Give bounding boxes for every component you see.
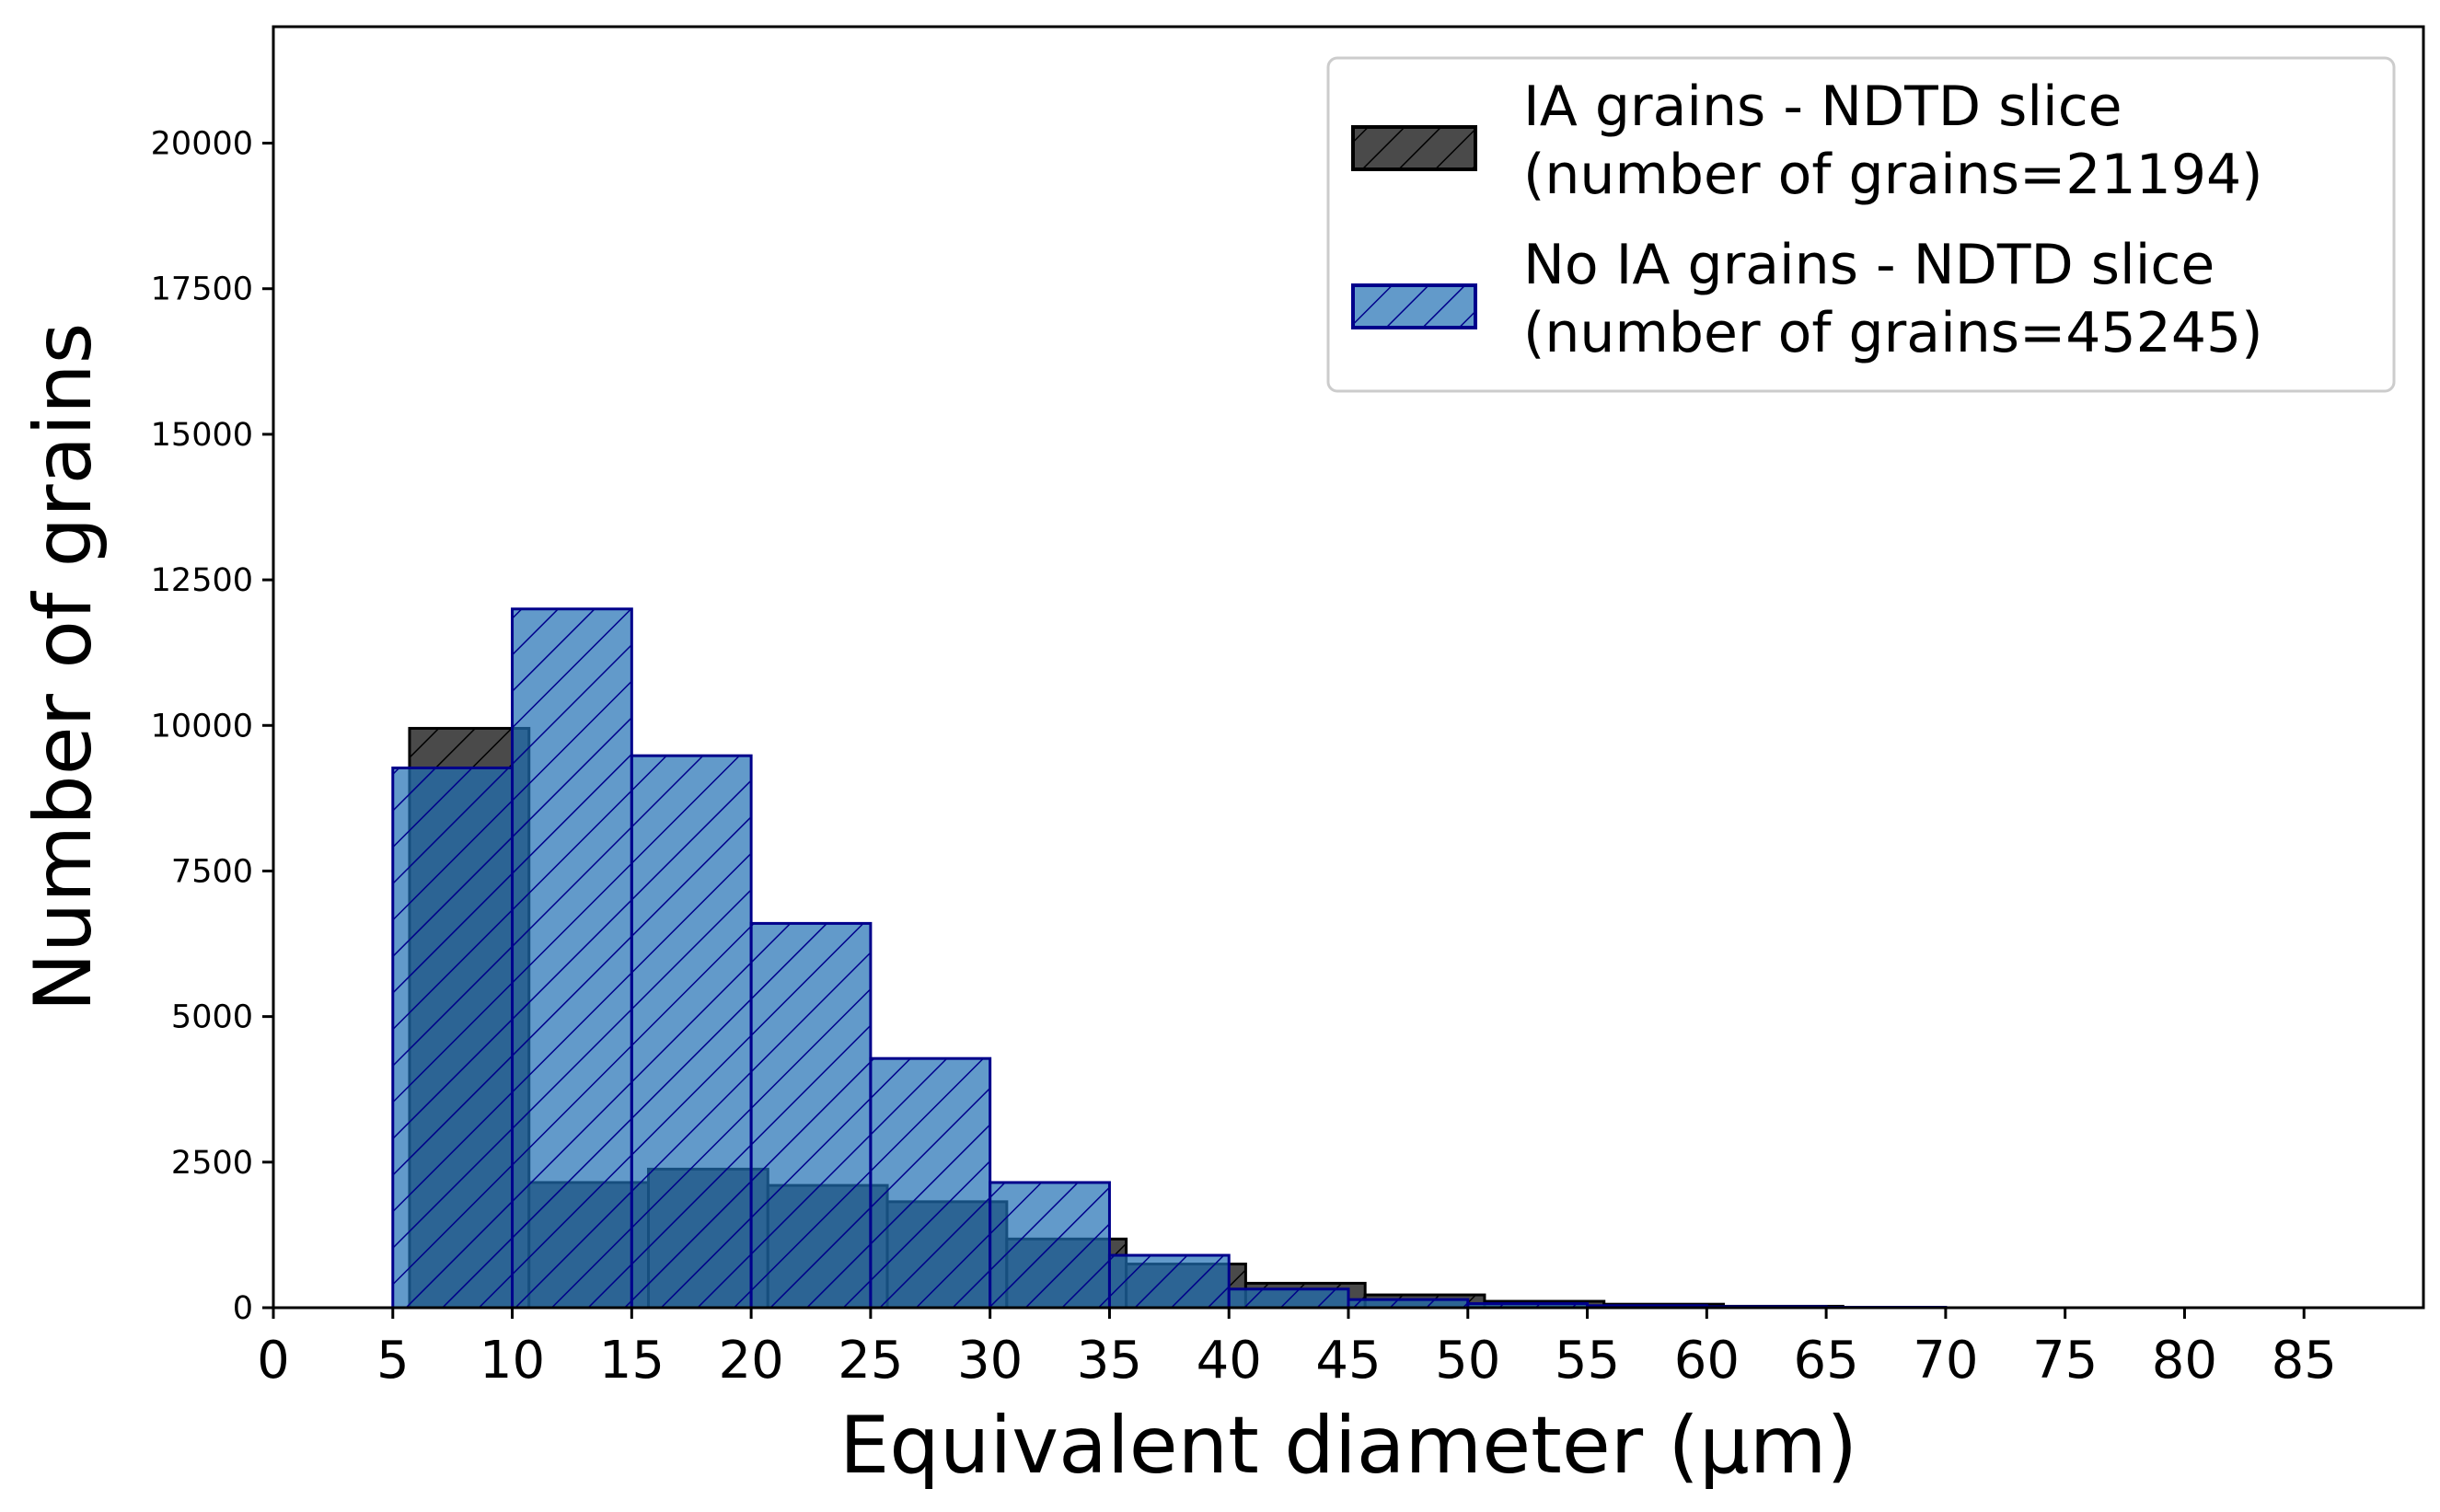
- bar-hatch: [1107, 1253, 1231, 1310]
- x-tick-label: 35: [1077, 1331, 1142, 1391]
- x-axis-label: Equivalent diameter (µm): [839, 1400, 1857, 1492]
- x-tick-label: 20: [718, 1331, 783, 1391]
- x-tick-label: 55: [1555, 1331, 1620, 1391]
- x-tick-label: 80: [2152, 1331, 2217, 1391]
- plot-area: [391, 607, 1948, 1310]
- x-tick-label: 50: [1435, 1331, 1500, 1391]
- x-tick-label: 30: [957, 1331, 1023, 1391]
- y-tick-label: 10000: [151, 708, 253, 744]
- legend-label: (number of grains=21194): [1523, 143, 2263, 207]
- x-tick-label: 45: [1315, 1331, 1381, 1391]
- x-tick-label: 70: [1913, 1331, 1978, 1391]
- legend-label: (number of grains=45245): [1523, 301, 2263, 365]
- series-no-ia-grains: [391, 607, 1948, 1310]
- legend-item: IA grains - NDTD slice (number of grains…: [1351, 75, 2263, 207]
- x-axis: 0 5 10 15 20 25 30 35 40 45 50 55 60 65 70 75 80 85: [257, 1308, 2337, 1391]
- x-tick-label: 10: [480, 1331, 545, 1391]
- y-axis: 0 2500 5000 7500 10000 12500 15000 17500 20000: [151, 126, 273, 1327]
- bar-hatch: [989, 1181, 1111, 1310]
- legend-label: IA grains - NDTD slice: [1523, 75, 2122, 139]
- x-tick-label: 15: [599, 1331, 665, 1391]
- y-tick-label: 0: [233, 1290, 253, 1327]
- y-tick-label: 20000: [151, 126, 253, 163]
- legend-item: No IA grains - NDTD slice (number of gra…: [1351, 233, 2263, 365]
- x-tick-label: 0: [257, 1331, 290, 1391]
- legend-swatch-hatch: [1351, 125, 1477, 171]
- y-tick-label: 12500: [151, 562, 253, 599]
- x-tick-label: 25: [838, 1331, 903, 1391]
- x-tick-label: 5: [376, 1331, 410, 1391]
- x-tick-label: 60: [1674, 1331, 1740, 1391]
- bar-hatch: [869, 1056, 992, 1310]
- legend-swatch-hatch: [1351, 283, 1477, 329]
- y-tick-label: 15000: [151, 417, 253, 454]
- bar-hatch: [511, 607, 633, 1310]
- bar-hatch: [630, 754, 753, 1310]
- bar-hatch: [1227, 1287, 1350, 1310]
- legend: IA grains - NDTD slice (number of grains…: [1326, 56, 2396, 393]
- y-tick-label: 7500: [171, 853, 253, 890]
- x-tick-label: 40: [1197, 1331, 1262, 1391]
- y-tick-label: 17500: [151, 271, 253, 308]
- y-axis-label: Number of grains: [17, 323, 110, 1012]
- y-tick-label: 5000: [171, 999, 253, 1036]
- legend-box: [1326, 56, 2396, 393]
- bar-hatch: [749, 921, 873, 1310]
- bar-hatch: [391, 766, 515, 1310]
- y-tick-label: 2500: [171, 1145, 253, 1182]
- legend-label: No IA grains - NDTD slice: [1523, 233, 2215, 297]
- x-tick-label: 65: [1793, 1331, 1858, 1391]
- x-tick-label: 85: [2272, 1331, 2337, 1391]
- x-tick-label: 75: [2032, 1331, 2098, 1391]
